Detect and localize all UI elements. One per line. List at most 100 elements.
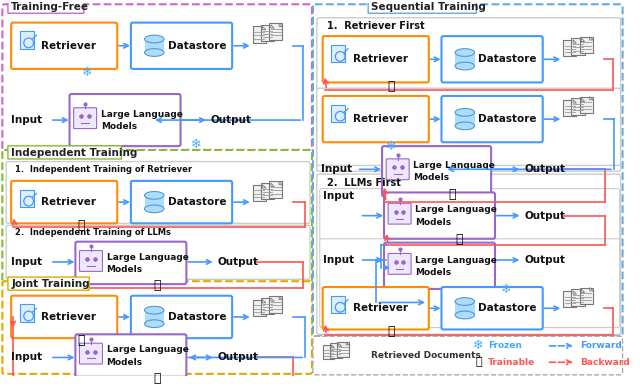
FancyBboxPatch shape	[388, 254, 411, 274]
FancyBboxPatch shape	[382, 146, 491, 196]
Text: Datastore: Datastore	[168, 197, 227, 207]
Text: 🔥: 🔥	[387, 325, 395, 338]
FancyBboxPatch shape	[317, 18, 621, 171]
Text: Large Language: Large Language	[100, 110, 182, 119]
Text: Output: Output	[524, 255, 565, 265]
FancyBboxPatch shape	[337, 342, 349, 357]
FancyBboxPatch shape	[261, 183, 274, 200]
FancyBboxPatch shape	[323, 287, 429, 330]
Text: 🔥: 🔥	[154, 372, 161, 385]
FancyBboxPatch shape	[11, 23, 117, 69]
Bar	[145, 310, 164, 324]
FancyBboxPatch shape	[8, 277, 90, 290]
Ellipse shape	[455, 108, 475, 116]
Polygon shape	[573, 100, 577, 103]
Polygon shape	[279, 296, 282, 300]
FancyBboxPatch shape	[572, 98, 585, 115]
FancyBboxPatch shape	[6, 162, 310, 223]
FancyBboxPatch shape	[261, 298, 274, 314]
FancyBboxPatch shape	[442, 96, 543, 142]
Text: Output: Output	[211, 115, 252, 125]
FancyBboxPatch shape	[384, 193, 495, 239]
Bar	[145, 39, 164, 52]
Text: Trainable: Trainable	[488, 358, 536, 367]
Bar	[455, 52, 475, 66]
Text: Training-Free: Training-Free	[11, 2, 89, 12]
Text: Backward: Backward	[580, 358, 630, 367]
FancyBboxPatch shape	[79, 343, 102, 364]
FancyBboxPatch shape	[261, 25, 274, 41]
FancyBboxPatch shape	[442, 287, 543, 330]
FancyBboxPatch shape	[253, 300, 266, 316]
Text: 🔥: 🔥	[77, 219, 85, 232]
Polygon shape	[581, 289, 585, 293]
FancyBboxPatch shape	[580, 288, 593, 304]
FancyBboxPatch shape	[131, 181, 232, 223]
FancyBboxPatch shape	[572, 289, 585, 306]
Text: Retriever: Retriever	[42, 41, 96, 51]
FancyBboxPatch shape	[572, 38, 585, 55]
Bar	[455, 112, 475, 126]
Text: Input: Input	[321, 164, 352, 174]
Text: Sequential Training: Sequential Training	[371, 2, 486, 12]
Text: Datastore: Datastore	[479, 114, 537, 124]
FancyBboxPatch shape	[320, 189, 620, 254]
Text: ❄: ❄	[82, 66, 92, 79]
FancyBboxPatch shape	[3, 150, 312, 283]
Polygon shape	[262, 27, 266, 30]
Text: 🔥: 🔥	[77, 334, 85, 347]
Text: Input: Input	[323, 255, 354, 265]
Text: Large Language: Large Language	[106, 345, 188, 354]
Ellipse shape	[455, 298, 475, 305]
FancyBboxPatch shape	[3, 281, 312, 374]
Polygon shape	[271, 298, 274, 301]
Polygon shape	[332, 345, 334, 348]
Text: Large Language: Large Language	[106, 252, 188, 262]
FancyBboxPatch shape	[332, 45, 345, 62]
Ellipse shape	[145, 205, 164, 213]
FancyBboxPatch shape	[11, 296, 117, 338]
FancyBboxPatch shape	[74, 108, 97, 129]
Text: Output: Output	[218, 257, 259, 267]
Ellipse shape	[455, 49, 475, 56]
Text: Large Language: Large Language	[415, 256, 497, 264]
FancyBboxPatch shape	[563, 291, 577, 307]
Polygon shape	[271, 25, 274, 28]
Text: ❄: ❄	[191, 138, 202, 151]
FancyBboxPatch shape	[8, 146, 122, 159]
Ellipse shape	[145, 306, 164, 314]
Text: 2.  LLMs First: 2. LLMs First	[326, 178, 401, 188]
Text: ❄: ❄	[500, 283, 511, 296]
Text: Models: Models	[415, 268, 451, 277]
FancyBboxPatch shape	[131, 296, 232, 338]
Text: Output: Output	[524, 211, 565, 221]
Text: 🔥: 🔥	[154, 279, 161, 291]
Ellipse shape	[145, 49, 164, 56]
Polygon shape	[339, 344, 342, 346]
Ellipse shape	[455, 62, 475, 70]
FancyBboxPatch shape	[131, 23, 232, 69]
Polygon shape	[581, 98, 585, 102]
Text: ❄: ❄	[385, 140, 396, 152]
FancyBboxPatch shape	[76, 242, 186, 284]
Bar	[455, 301, 475, 315]
Text: Datastore: Datastore	[168, 41, 227, 51]
Text: ❄: ❄	[473, 339, 484, 352]
Polygon shape	[589, 37, 593, 40]
FancyBboxPatch shape	[330, 344, 342, 358]
FancyBboxPatch shape	[253, 185, 266, 201]
FancyBboxPatch shape	[313, 336, 623, 375]
Text: Models: Models	[415, 218, 451, 227]
FancyBboxPatch shape	[384, 243, 495, 289]
Text: Retriever: Retriever	[353, 114, 408, 124]
Polygon shape	[262, 185, 266, 188]
Text: 1.  Independent Training of Retriever: 1. Independent Training of Retriever	[15, 165, 192, 174]
FancyBboxPatch shape	[317, 174, 621, 334]
Polygon shape	[581, 38, 585, 42]
FancyBboxPatch shape	[20, 190, 33, 207]
Ellipse shape	[455, 311, 475, 319]
Polygon shape	[573, 40, 577, 43]
FancyBboxPatch shape	[320, 239, 620, 328]
FancyBboxPatch shape	[20, 31, 33, 49]
Text: 🔥: 🔥	[387, 80, 395, 93]
